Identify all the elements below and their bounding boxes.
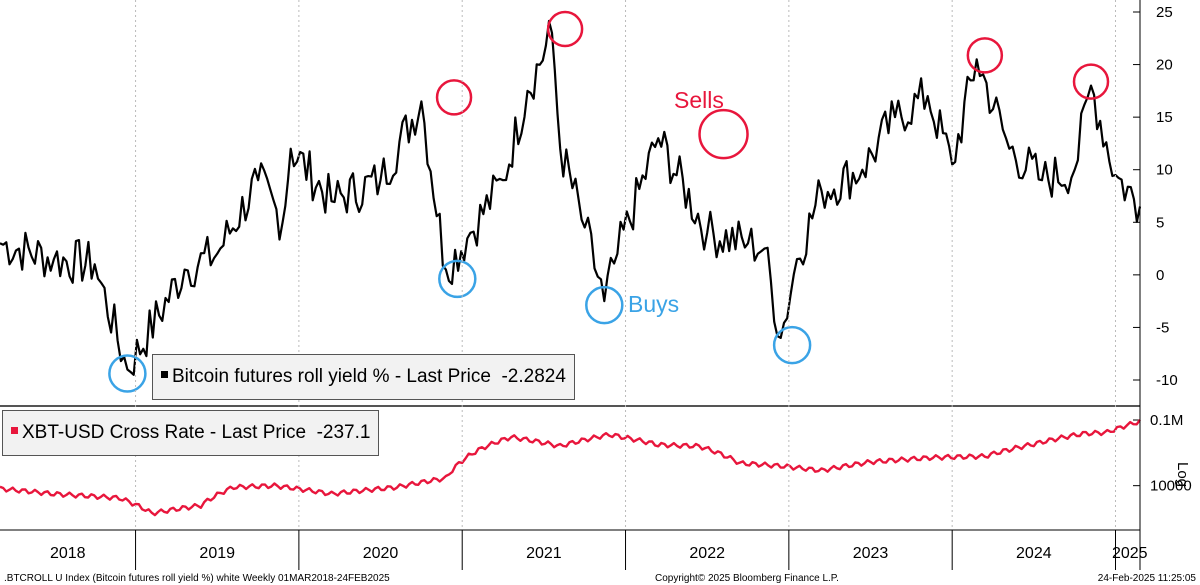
footer-source: .BTCROLL U Index (Bitcoin futures roll y… xyxy=(4,573,390,584)
sell-circle xyxy=(1072,63,1110,100)
y-tick-label: 0 xyxy=(1156,267,1164,284)
legend-label: Bitcoin futures roll yield % - Last Pric… xyxy=(172,366,491,387)
y-tick-label: -10 xyxy=(1156,372,1178,389)
top-y-axis: 25 20 15 10 5 0 -5 -10 xyxy=(1133,4,1178,389)
buy-circle xyxy=(438,259,477,299)
x-tick-label: 2020 xyxy=(363,545,399,562)
x-tick-label: 2018 xyxy=(50,545,86,562)
x-tick-label: 2024 xyxy=(1016,545,1052,562)
x-tick-label: 2021 xyxy=(526,545,562,562)
y-tick-label: 20 xyxy=(1156,57,1173,74)
roll-yield-line xyxy=(0,19,1142,376)
legend-last-value: -2.2824 xyxy=(501,366,566,387)
sell-circle xyxy=(435,79,473,116)
xbt-legend: XBT-USD Cross Rate - Last Price -237.1 xyxy=(2,410,380,456)
legend-marker-red xyxy=(11,427,18,435)
footer-copyright: Copyright© 2025 Bloomberg Finance L.P. xyxy=(655,573,839,584)
sell-circle xyxy=(698,108,749,160)
y-tick-label: 10 xyxy=(1156,162,1173,179)
footer-timestamp: 24-Feb-2025 11:25:05 xyxy=(1098,573,1197,584)
x-tick-label: 2019 xyxy=(199,545,235,562)
log-scale-label: Log xyxy=(1174,462,1191,487)
x-tick-label: 2023 xyxy=(853,545,889,562)
annotation-circles xyxy=(108,10,1110,393)
y-tick-label: 15 xyxy=(1156,109,1173,126)
y-tick-label: 25 xyxy=(1156,4,1173,21)
buy-circle xyxy=(772,325,812,365)
buy-circle xyxy=(585,285,624,325)
roll-yield-legend: Bitcoin futures roll yield % - Last Pric… xyxy=(152,354,575,400)
y-tick-label: -5 xyxy=(1156,319,1169,336)
buys-annotation: Buys xyxy=(628,291,679,317)
y-tick-label: 5 xyxy=(1156,214,1164,231)
legend-marker-black xyxy=(161,371,168,379)
x-tick-label: 2025 xyxy=(1112,545,1148,562)
sell-circle xyxy=(966,37,1004,74)
y-tick-label: 10000 xyxy=(1150,478,1192,495)
y-tick-label: 0.1M xyxy=(1150,412,1183,429)
x-axis: 2018 2019 2020 2021 2022 2023 2024 2025 xyxy=(50,0,1148,570)
sell-circle xyxy=(546,10,584,48)
xbt-usd-line xyxy=(0,419,1141,517)
legend-label: XBT-USD Cross Rate - Last Price xyxy=(22,422,307,443)
bottom-y-axis: 0.1M 10000 xyxy=(1133,412,1192,495)
sells-annotation: Sells xyxy=(674,87,724,113)
x-tick-label: 2022 xyxy=(689,545,725,562)
legend-last-value: -237.1 xyxy=(316,422,371,443)
buy-circle xyxy=(108,354,147,393)
